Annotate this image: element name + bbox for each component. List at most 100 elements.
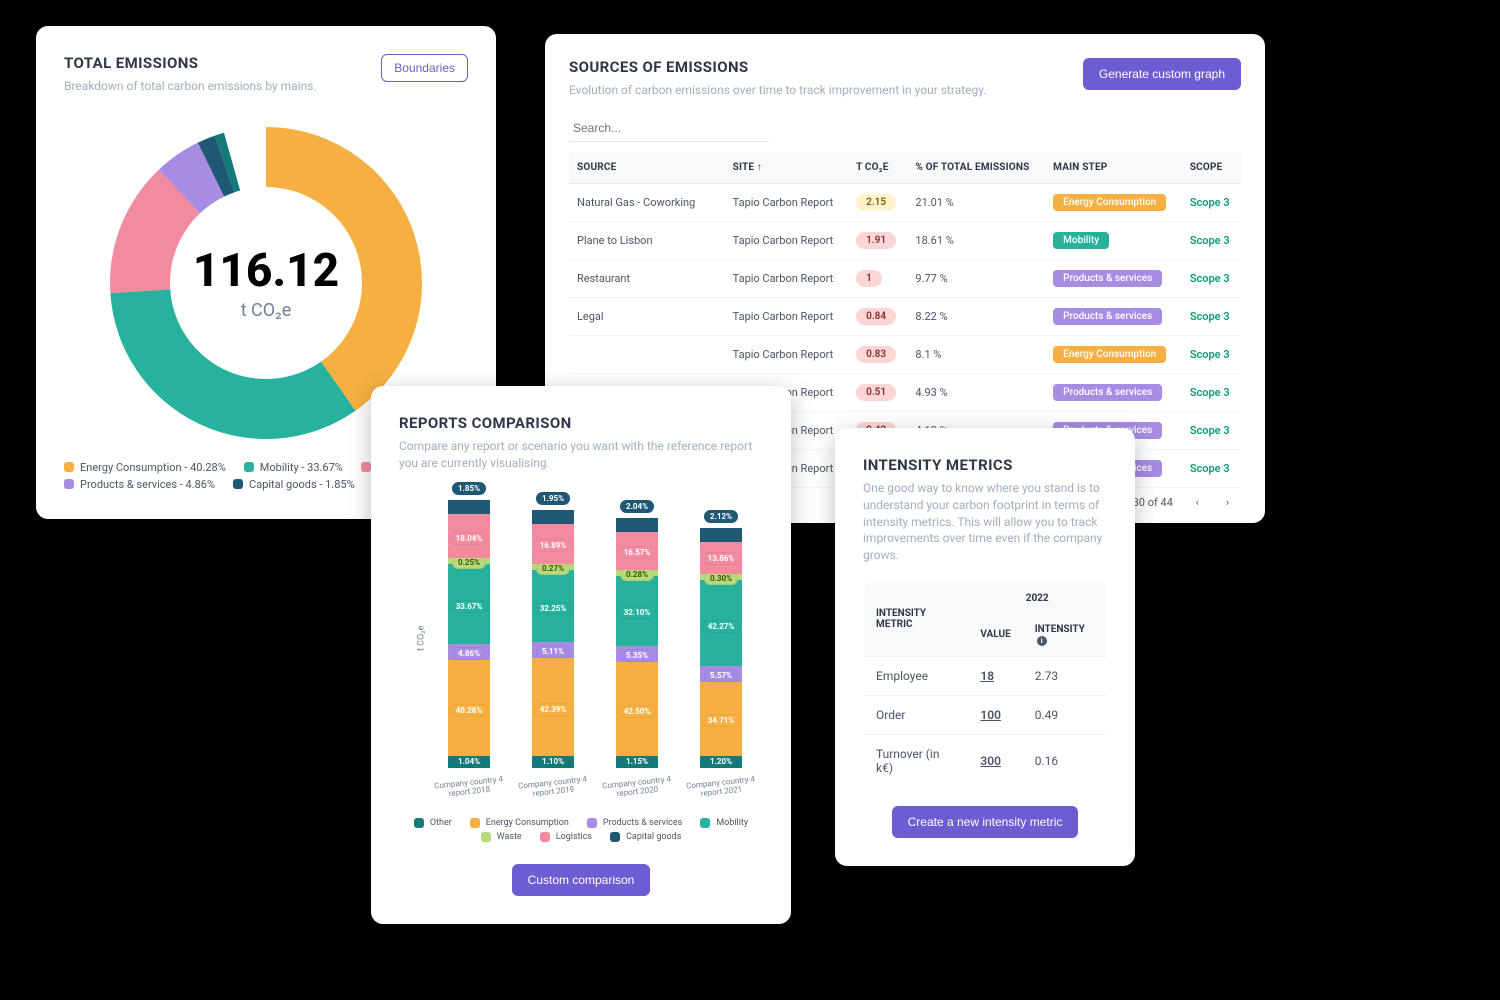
legend-item: Mobility [700,818,748,828]
boundaries-button[interactable]: Boundaries [381,54,468,82]
segment-label: 32.10% [618,606,657,619]
table-row[interactable]: LegalTapio Carbon Report0.848.22 %Produc… [569,297,1241,335]
column-header[interactable]: SOURCE [569,152,725,184]
segment-label: 40.28% [450,704,489,717]
y-axis-label: t CO₂e [417,625,427,650]
cell-value: 100 [968,695,1022,734]
cell-pct: 8.22 % [907,297,1045,335]
cell-value: 300 [968,734,1022,787]
bar-segment: 1.95% [532,510,574,524]
legend-item: Products & services - 4.86% [64,478,215,491]
table-row[interactable]: Natural Gas - CoworkingTapio Carbon Repo… [569,183,1241,221]
bar-segment: 0.27% [532,564,574,570]
cell-step: Energy Consumption [1045,183,1182,221]
segment-label: 5.11% [536,645,570,658]
col-metric: INTENSITY METRIC [864,582,969,656]
legend-item: Energy Consumption - 40.28% [64,461,226,474]
bar-segment: 0.25% [448,558,490,564]
cell-source [569,335,725,373]
cell-scope: Scope 3 [1182,183,1241,221]
bar-segment: 32.25% [532,570,574,642]
bar-caption: Company country 4 report 2018 [428,773,509,799]
cell-step: Products & services [1045,373,1182,411]
bar-segment: 40.28% [448,660,490,756]
segment-label: 13.86% [702,552,741,565]
cell-tco2: 2.15 [848,183,907,221]
cell-pct: 18.61 % [907,221,1045,259]
table-row: Employee 18 2.73 [864,656,1107,695]
cell-metric: Employee [864,656,969,695]
table-row[interactable]: RestaurantTapio Carbon Report19.77 %Prod… [569,259,1241,297]
segment-label: 16.57% [618,546,657,559]
col-value: VALUE [968,614,1022,657]
segment-label: 1.20% [704,755,738,768]
cell-scope: Scope 3 [1182,335,1241,373]
cell-tco2: 0.83 [848,335,907,373]
column-header[interactable]: SCOPE [1182,152,1241,184]
intensity-title: INTENSITY METRICS [863,456,1107,474]
segment-label: 42.39% [534,703,573,716]
cell-pct: 21.01 % [907,183,1045,221]
donut-center-value: 116.12 [193,244,339,298]
segment-label: 1.95% [536,492,570,505]
bar-segment: 16.57% [616,532,658,570]
column-header[interactable]: % OF TOTAL EMISSIONS [907,152,1045,184]
generate-graph-button[interactable]: Generate custom graph [1083,58,1241,90]
column-header[interactable]: SITE ↑ [725,152,848,184]
bar-column: 1.04%40.28%4.86%33.67%0.25%18.04%1.85%Co… [429,500,509,796]
sources-title: SOURCES OF EMISSIONS [569,58,986,76]
bar-segment: 33.67% [448,564,490,644]
bar-caption: Company country 4 report 2019 [512,773,593,799]
segment-label: 42.50% [618,705,657,718]
segment-label: 1.85% [452,482,486,495]
bar-column: 1.20%34.71%5.57%42.27%0.30%13.86%2.12%Co… [681,528,761,796]
pager-next[interactable]: › [1222,496,1233,509]
bar-segment: 1.85% [448,500,490,514]
bar-segment: 0.28% [616,570,658,576]
legend-item: Capital goods [610,832,681,842]
cell-source: Legal [569,297,725,335]
bar-segment: 2.12% [700,528,742,542]
bar-segment: 42.39% [532,658,574,756]
bar-segment: 5.11% [532,642,574,658]
bar-segment: 32.10% [616,576,658,646]
custom-comparison-button[interactable]: Custom comparison [512,864,651,896]
bar-segment: 5.57% [700,666,742,682]
table-row[interactable]: Tapio Carbon Report0.838.1 %Energy Consu… [569,335,1241,373]
bar-column: 1.15%42.50%5.35%32.10%0.28%16.57%2.04%Co… [597,518,677,796]
segment-label: 2.04% [620,500,654,513]
legend-item: Energy Consumption [470,818,569,828]
bar-segment: 1.04% [448,756,490,768]
cell-scope: Scope 3 [1182,221,1241,259]
column-header[interactable]: T CO₂E [848,152,907,184]
cell-intensity: 2.73 [1023,656,1107,695]
bar-segment: 18.04% [448,514,490,558]
segment-label: 33.67% [450,600,489,613]
comparison-title: REPORTS COMPARISON [399,414,763,432]
cell-site: Tapio Carbon Report [725,221,848,259]
sources-subtitle: Evolution of carbon emissions over time … [569,82,986,99]
pager-prev[interactable]: ‹ [1192,496,1203,509]
cell-step: Products & services [1045,259,1182,297]
bar-column: 1.10%42.39%5.11%32.25%0.27%16.89%1.95%Co… [513,510,593,796]
cell-site: Tapio Carbon Report [725,335,848,373]
cell-metric: Turnover (in k€) [864,734,969,787]
value-link[interactable]: 300 [980,754,1001,768]
search-input[interactable] [569,115,769,142]
segment-label: 34.71% [702,714,741,727]
legend-item: Other [414,818,452,828]
value-link[interactable]: 18 [980,669,994,683]
cell-scope: Scope 3 [1182,373,1241,411]
intensity-subtitle: One good way to know where you stand is … [863,480,1107,564]
create-metric-button[interactable]: Create a new intensity metric [892,806,1079,838]
table-row[interactable]: Plane to LisbonTapio Carbon Report1.9118… [569,221,1241,259]
cell-tco2: 1.91 [848,221,907,259]
table-row: Order1000.49 [864,695,1107,734]
column-header[interactable]: MAIN STEP [1045,152,1182,184]
segment-label: 1.04% [452,755,486,768]
cell-intensity: 0.16 [1023,734,1107,787]
value-link[interactable]: 100 [980,708,1001,722]
segment-label: 42.27% [702,620,741,633]
intensity-card: INTENSITY METRICS One good way to know w… [835,428,1135,866]
cell-scope: Scope 3 [1182,297,1241,335]
